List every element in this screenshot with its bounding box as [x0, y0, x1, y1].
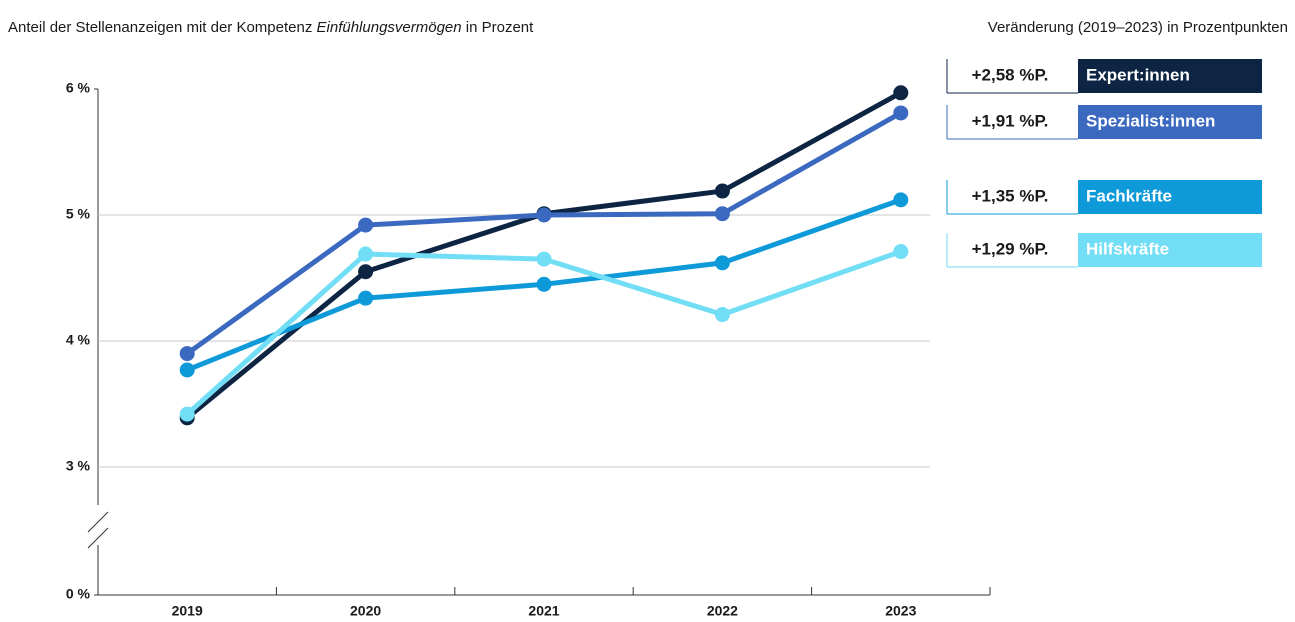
point [179, 362, 195, 378]
legend-label: Spezialist:innen [1086, 111, 1215, 130]
change-label: +1,29 %P. [972, 239, 1049, 258]
legend-swatch [1078, 59, 1262, 93]
point [536, 276, 552, 292]
point [536, 251, 552, 267]
x-tick-label: 2023 [885, 603, 916, 619]
point [893, 244, 909, 260]
point [893, 85, 909, 101]
point [358, 246, 374, 262]
y-tick-label: 5 % [66, 206, 91, 222]
point [358, 264, 374, 280]
point [358, 290, 374, 306]
point [893, 192, 909, 208]
point [714, 206, 730, 222]
x-tick-label: 2022 [707, 603, 738, 619]
y-tick-label: 6 % [66, 80, 91, 96]
point [179, 406, 195, 422]
y-tick-label: 3 % [66, 458, 91, 474]
legend-swatch [1078, 105, 1262, 139]
legend-label: Fachkräfte [1086, 186, 1172, 205]
point [358, 217, 374, 233]
x-tick-label: 2021 [528, 603, 559, 619]
y-tick-label: 4 % [66, 332, 91, 348]
legend-swatch [1078, 233, 1262, 267]
change-label: +2,58 %P. [972, 65, 1049, 84]
change-label: +1,35 %P. [972, 186, 1049, 205]
axis-break [87, 527, 109, 549]
legend-title: Veränderung (2019–2023) in Prozentpunkte… [988, 19, 1288, 36]
legend-swatch [1078, 180, 1262, 214]
point [893, 105, 909, 121]
axis-break [87, 511, 109, 533]
point [714, 255, 730, 271]
chart-title: Anteil der Stellenanzeigen mit der Kompe… [8, 19, 534, 36]
point [714, 307, 730, 323]
x-tick-label: 2019 [172, 603, 203, 619]
x-tick-label: 2020 [350, 603, 381, 619]
legend-label: Hilfskräfte [1086, 239, 1169, 258]
change-label: +1,91 %P. [972, 111, 1049, 130]
point [179, 346, 195, 362]
legend-label: Expert:innen [1086, 65, 1190, 84]
point [714, 183, 730, 199]
y-tick-label: 0 % [66, 586, 91, 602]
point [536, 207, 552, 223]
